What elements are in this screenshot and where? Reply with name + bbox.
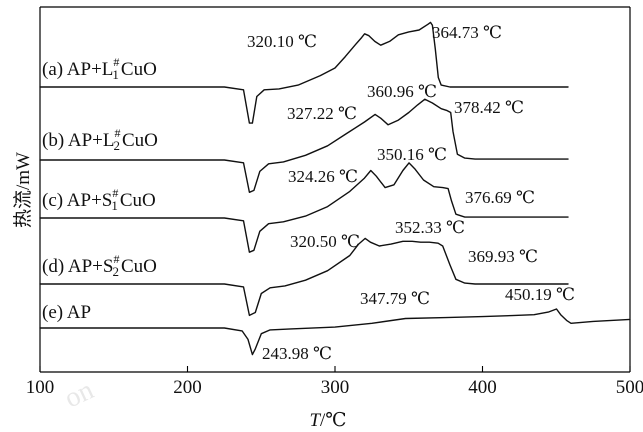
peak-annotation-3-3: 376.69 ℃ <box>465 188 535 207</box>
series-curve-5 <box>39 308 631 356</box>
peak-annotation-2-3: 378.42 ℃ <box>454 98 524 117</box>
peak-annotation-5-1: 243.98 ℃ <box>262 344 332 363</box>
series-label-3: (c) AP+S# 1 CuO <box>42 186 156 213</box>
x-axis-title: T/℃ <box>309 410 346 431</box>
x-tick-label-500: 500 <box>616 377 643 398</box>
peak-annotation-2-2: 360.96 ℃ <box>367 82 437 101</box>
y-axis-title: 热流/mW <box>12 152 34 228</box>
peak-annotation-1-1: 320.10 ℃ <box>247 32 317 51</box>
x-tick-label-200: 200 <box>173 377 202 398</box>
watermark-text: on <box>60 374 98 414</box>
peak-annotation-3-1: 324.26 ℃ <box>288 167 358 186</box>
peak-annotation-3-2: 350.16 ℃ <box>377 145 447 164</box>
peak-annotations: 320.10 ℃ 364.73 ℃ 327.22 ℃ 360.96 ℃ 378.42 ℃… <box>247 23 575 363</box>
x-tick-label-300: 300 <box>321 377 350 398</box>
series-curve-3 <box>39 162 569 253</box>
peak-annotation-5-2: 347.79 ℃ <box>360 289 430 308</box>
series-label-1: (a) AP+L# 1 CuO <box>42 55 157 82</box>
plot-frame <box>39 6 631 373</box>
series-curve-1 <box>39 21 569 124</box>
peak-annotation-4-1: 320.50 ℃ <box>290 232 360 251</box>
series-curve-2 <box>39 98 569 193</box>
x-tick-label-400: 400 <box>468 377 497 398</box>
series-label-5: (e) AP <box>42 302 91 323</box>
series-curve-4 <box>39 237 569 317</box>
peak-annotation-4-3: 369.93 ℃ <box>468 247 538 266</box>
x-tick-label-100: 100 <box>26 377 55 398</box>
peak-annotation-1-2: 364.73 ℃ <box>432 23 502 42</box>
series-label-2: (b) AP+L# 2 CuO <box>42 126 158 153</box>
peak-annotation-4-2: 352.33 ℃ <box>395 218 465 237</box>
series-label-4: (d) AP+S# 2 CuO <box>42 252 157 279</box>
peak-annotation-5-3: 450.19 ℃ <box>505 285 575 304</box>
series-curves <box>39 21 631 356</box>
peak-annotation-2-1: 327.22 ℃ <box>287 104 357 123</box>
x-ticks: 100 200 300 400 500 <box>26 366 643 398</box>
series-labels: (a) AP+L# 1 CuO (b) AP+L# 2 CuO (c) AP+S# 1 CuO (… <box>42 55 158 323</box>
